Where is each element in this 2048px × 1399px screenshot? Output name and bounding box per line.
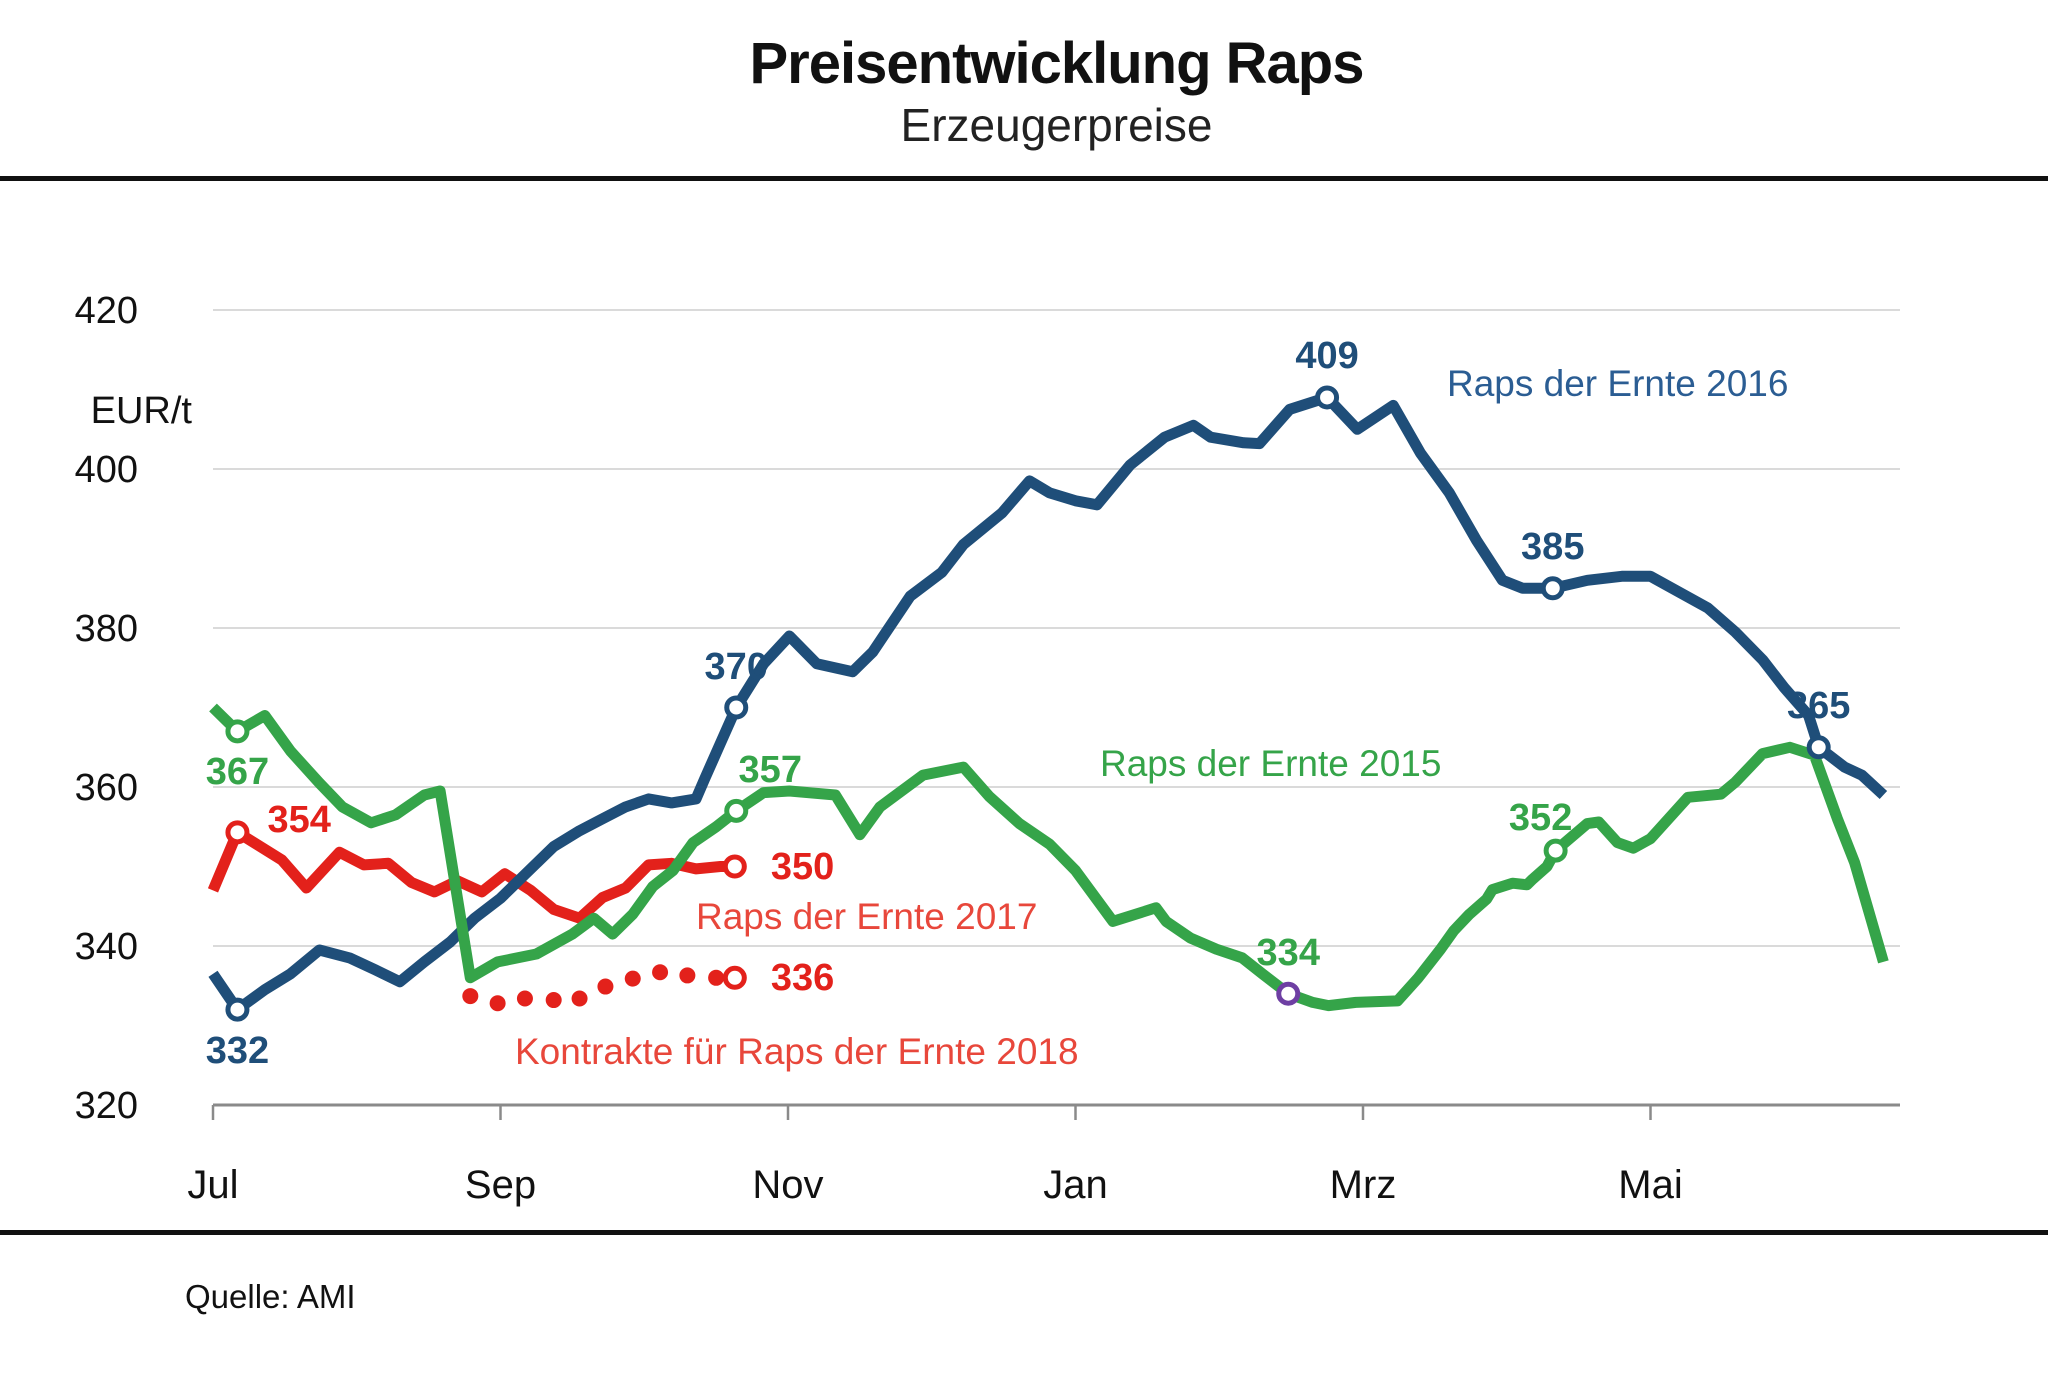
series-dot-kontrakte-f-r-raps-der-ernte-2018-0 [462, 988, 479, 1005]
marker-334 [1276, 981, 1301, 1006]
value-label-352: 352 [1508, 796, 1573, 839]
y-axis-label-400: 400 [75, 449, 138, 491]
series-dot-kontrakte-f-r-raps-der-ernte-2018-5 [597, 978, 614, 995]
y-axis-label-320: 320 [75, 1085, 138, 1127]
marker-367 [225, 719, 250, 744]
top-rule [0, 176, 2048, 181]
marker-336 [722, 965, 747, 990]
value-label-336: 336 [770, 956, 835, 999]
marker-370 [724, 695, 749, 720]
series-line-raps-der-ernte-2017 [207, 826, 735, 924]
marker-357 [724, 798, 749, 823]
marker-365 [1806, 735, 1831, 760]
source-text: Quelle: AMI [185, 1278, 356, 1315]
chart-title: Preisentwicklung Raps [749, 31, 1365, 96]
series-dot-kontrakte-f-r-raps-der-ernte-2018-2 [516, 990, 533, 1007]
x-axis-label-Jul: Jul [187, 1163, 238, 1207]
bottom-rule [0, 1230, 2048, 1235]
series-dot-kontrakte-f-r-raps-der-ernte-2018-9 [708, 969, 725, 986]
x-axis-label-Mai: Mai [1618, 1163, 1682, 1207]
x-axis-label-Mrz: Mrz [1330, 1163, 1397, 1207]
x-axis-label-Nov: Nov [752, 1163, 823, 1207]
series-dot-kontrakte-f-r-raps-der-ernte-2018-1 [489, 995, 506, 1012]
legend-raps-der-ernte-2017: Raps der Ernte 2017 [696, 896, 1038, 937]
legend-raps-der-ernte-2015: Raps der Ernte 2015 [1100, 743, 1442, 784]
value-label-365: 365 [1786, 685, 1851, 728]
legend-raps-der-ernte-2016: Raps der Ernte 2016 [1447, 363, 1789, 404]
y-axis-label-340: 340 [75, 926, 138, 968]
y-axis-label-360: 360 [75, 767, 138, 809]
series-dot-kontrakte-f-r-raps-der-ernte-2018-3 [545, 992, 562, 1009]
value-label-370: 370 [704, 645, 768, 688]
y-axis-label-420: 420 [75, 290, 138, 332]
y-axis-label-380: 380 [75, 608, 138, 650]
value-label-334: 334 [1256, 931, 1320, 974]
series-dot-kontrakte-f-r-raps-der-ernte-2018-4 [571, 990, 588, 1007]
marker-350 [722, 854, 747, 879]
marker-354 [225, 820, 250, 845]
marker-409 [1315, 385, 1340, 410]
marker-332 [225, 997, 250, 1022]
series-dot-kontrakte-f-r-raps-der-ernte-2018-6 [624, 970, 641, 987]
value-label-332: 332 [205, 1029, 270, 1072]
value-label-409: 409 [1295, 335, 1359, 378]
x-axis-label-Sep: Sep [465, 1163, 536, 1207]
value-label-357: 357 [738, 748, 802, 791]
y-axis-unit-label: EUR/t [91, 390, 193, 432]
marker-385 [1540, 576, 1565, 601]
series-dot-kontrakte-f-r-raps-der-ernte-2018-7 [652, 964, 669, 981]
x-axis-label-Jan: Jan [1043, 1163, 1108, 1207]
legend-kontrakte-ernte-2018: Kontrakte für Raps der Ernte 2018 [515, 1031, 1079, 1072]
value-label-350: 350 [770, 845, 835, 888]
series-line-raps-der-ernte-2015 [209, 703, 1889, 1012]
marker-352 [1543, 838, 1568, 863]
chart-subtitle: Erzeugerpreise [900, 99, 1213, 151]
value-label-367: 367 [205, 751, 270, 794]
value-label-385: 385 [1521, 526, 1585, 569]
value-label-354: 354 [267, 799, 331, 842]
series-dot-kontrakte-f-r-raps-der-ernte-2018-8 [679, 967, 696, 984]
series-line-raps-der-ernte-2016 [208, 391, 1888, 1016]
